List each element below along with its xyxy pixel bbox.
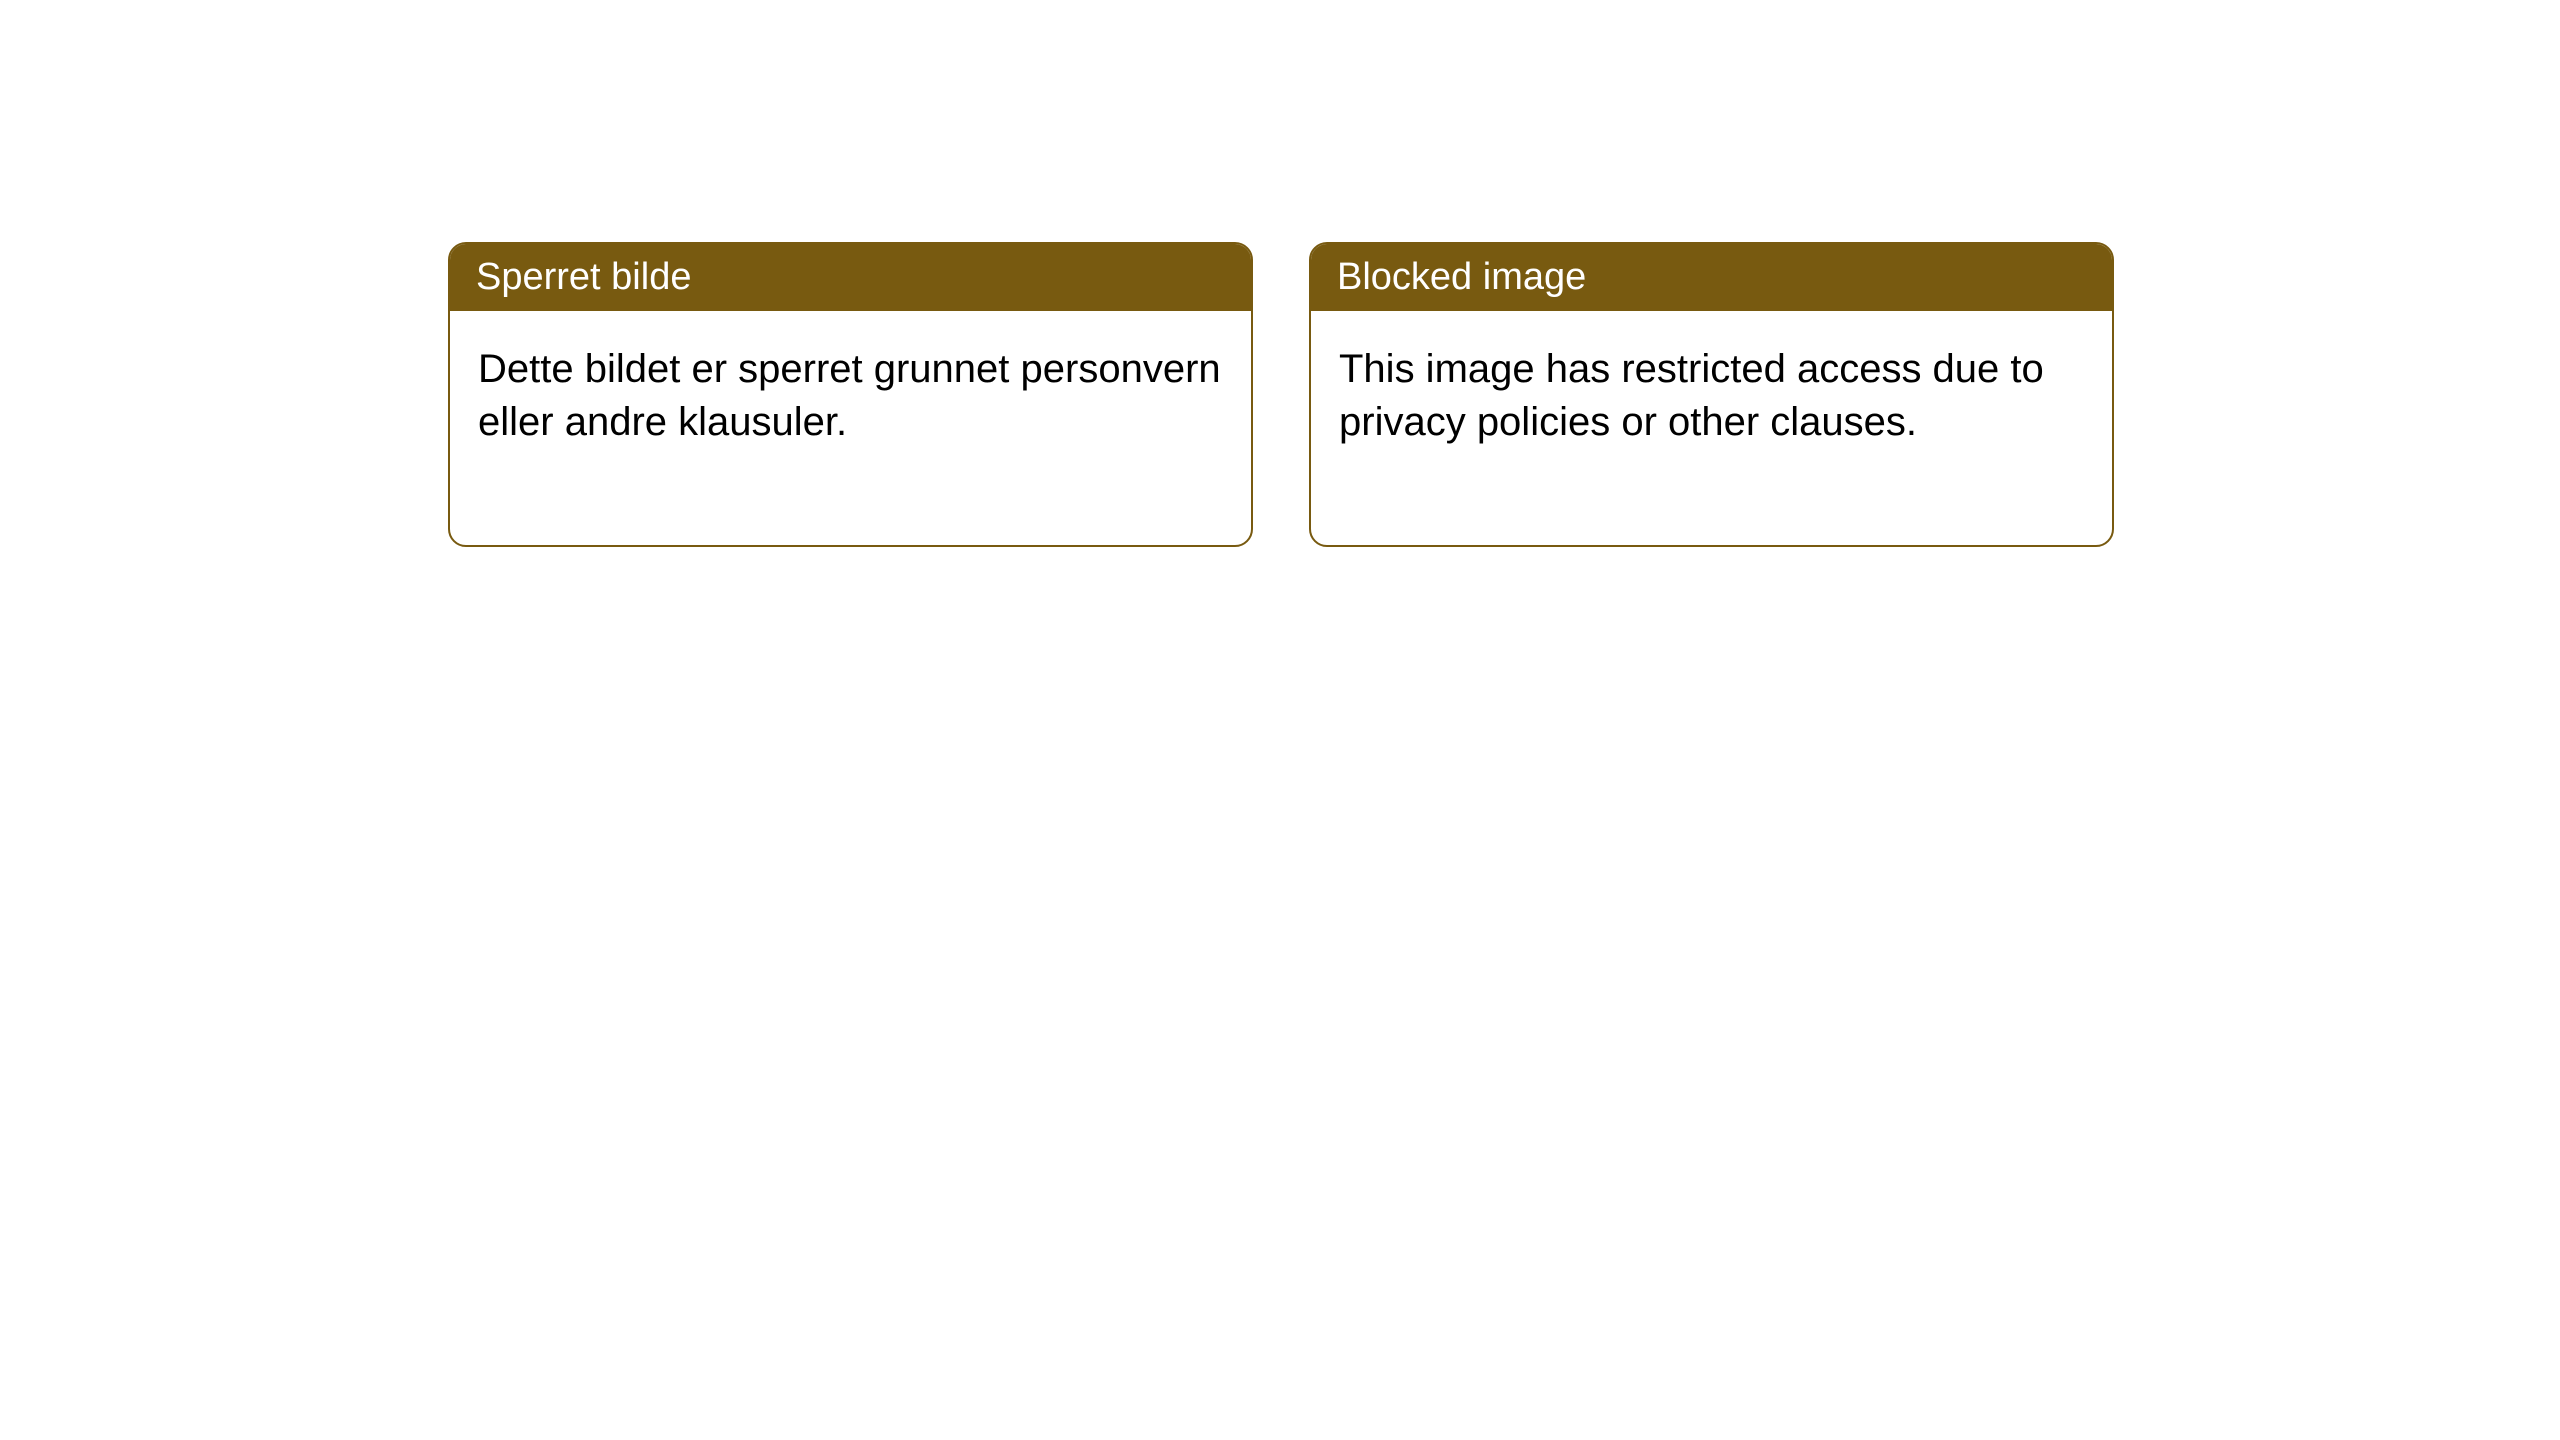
notice-box-norwegian: Sperret bilde Dette bildet er sperret gr… [448, 242, 1253, 547]
notice-body: This image has restricted access due to … [1311, 311, 2112, 545]
notice-body-text: This image has restricted access due to … [1339, 347, 2044, 444]
notice-title: Blocked image [1337, 256, 1586, 298]
notice-box-english: Blocked image This image has restricted … [1309, 242, 2114, 547]
notice-header: Blocked image [1311, 244, 2112, 311]
notice-body-text: Dette bildet er sperret grunnet personve… [478, 347, 1221, 444]
notice-title: Sperret bilde [476, 256, 691, 298]
notice-container: Sperret bilde Dette bildet er sperret gr… [0, 0, 2560, 547]
notice-header: Sperret bilde [450, 244, 1251, 311]
notice-body: Dette bildet er sperret grunnet personve… [450, 311, 1251, 545]
